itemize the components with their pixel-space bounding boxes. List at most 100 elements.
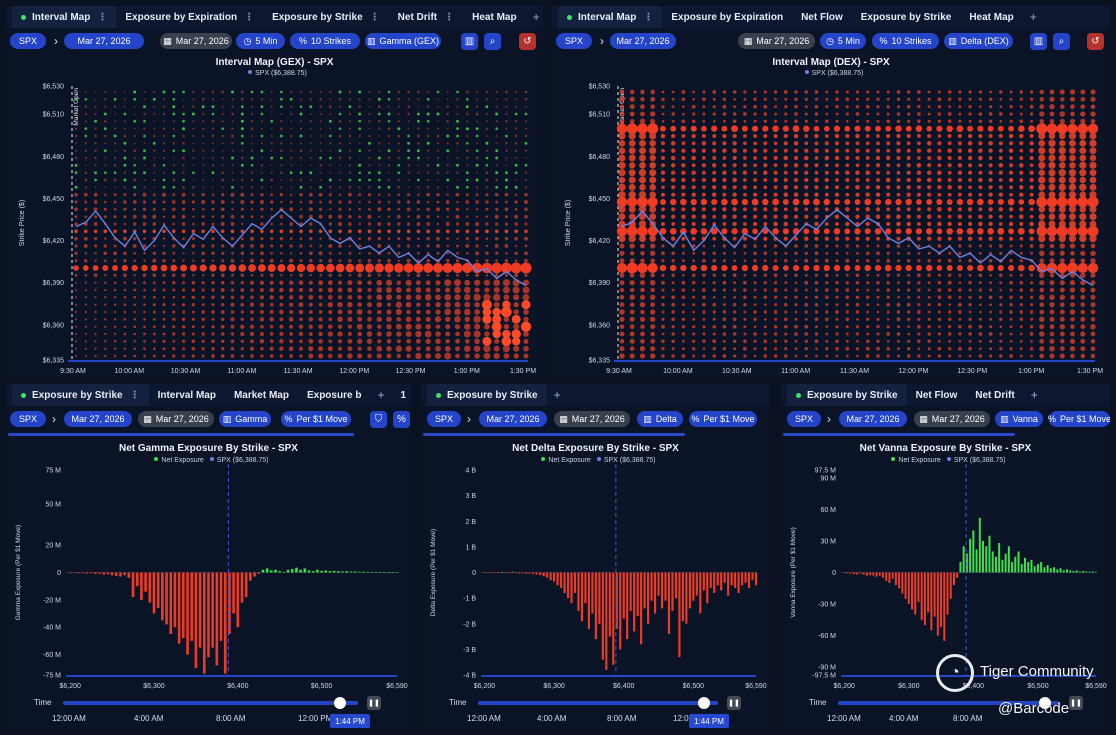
interval-select[interactable]: ◷ 5 Min — [236, 33, 285, 49]
date-chip[interactable]: Mar 27, 2026 — [64, 411, 132, 427]
date-select[interactable]: ▦ Mar 27, 2026 — [138, 411, 214, 427]
add-tab-icon[interactable]: + — [377, 388, 385, 402]
exposure-dot — [162, 244, 166, 248]
tab-exposure-by-strike[interactable]: Exposure by Strike — [787, 384, 907, 406]
kebab-icon[interactable]: ⋮ — [369, 11, 380, 23]
greek-select[interactable]: ▥ Gamma (GEX) — [365, 33, 441, 49]
exposure-dot — [319, 237, 322, 240]
reset-button[interactable]: ↺ — [1087, 33, 1104, 50]
strikes-select[interactable]: % 10 Strikes — [290, 33, 360, 49]
greek-select[interactable]: ▥ Delta — [637, 411, 683, 427]
exposure-dot — [650, 89, 656, 95]
exposure-dot — [397, 178, 400, 182]
add-tab-icon[interactable]: + — [1030, 388, 1038, 402]
scroll-indicator[interactable] — [423, 433, 685, 436]
kebab-icon[interactable]: ⋮ — [129, 389, 140, 401]
tab-exposure-by-expiration[interactable]: Exposure by Expiration — [662, 6, 792, 28]
interval-label: 5 Min — [837, 36, 860, 46]
move-select[interactable]: % Per $1 Move — [1048, 411, 1110, 427]
tab-exposure-by-strike[interactable]: Exposure by Strike — [852, 6, 961, 28]
exposure-dot — [94, 127, 97, 130]
percent-button[interactable]: % — [393, 411, 410, 428]
kebab-icon[interactable]: ⋮ — [244, 11, 255, 23]
filter-button[interactable]: ⛉ — [370, 411, 387, 428]
exposure-dot — [701, 148, 706, 153]
date-chip[interactable]: Mar 27, 2026 — [64, 33, 144, 49]
pause-button[interactable]: ❚❚ — [727, 696, 741, 710]
add-tab-icon[interactable]: + — [553, 388, 561, 402]
date-chip[interactable]: Mar 27, 2026 — [479, 411, 547, 427]
time-track[interactable] — [63, 701, 358, 705]
exposure-dot — [752, 125, 759, 132]
add-tab-icon[interactable]: + — [1029, 10, 1037, 24]
interval-select[interactable]: ◷ 5 Min — [820, 33, 866, 49]
tab-exposure-by-expiration[interactable]: Exposure by Expiration ⋮ — [116, 6, 263, 28]
date-chip[interactable]: Mar 27, 2026 — [839, 411, 907, 427]
pause-button[interactable]: ❚❚ — [367, 696, 381, 710]
tab-net-drift[interactable]: Net Drift ⋮ — [389, 6, 463, 28]
date-select[interactable]: ▦ Mar 27, 2026 — [914, 411, 990, 427]
tab-net-drift[interactable]: Net Drift — [966, 384, 1023, 406]
scroll-indicator[interactable] — [783, 433, 1015, 436]
tab-exposure-by-strike[interactable]: Exposure by Strike ⋮ — [263, 6, 389, 28]
exposure-dot — [505, 149, 508, 152]
time-track[interactable] — [478, 701, 718, 705]
chart-type-button[interactable]: ▥ — [461, 33, 478, 50]
hidden-tabs-count[interactable]: 1 — [400, 389, 407, 401]
exposure-bar — [608, 572, 611, 637]
exposure-dot — [875, 185, 881, 190]
ticker-chip[interactable]: SPX — [10, 33, 46, 49]
date-chip[interactable]: Mar 27, 2026 — [610, 33, 676, 49]
tab-interval-map[interactable]: Interval Map ⋮ — [558, 6, 663, 28]
exposure-dot — [1080, 118, 1086, 124]
move-select[interactable]: % Per $1 Move — [281, 411, 351, 427]
exposure-dot — [722, 104, 727, 109]
date-select[interactable]: ▦ Mar 27, 2026 — [554, 411, 630, 427]
strikes-select[interactable]: % 10 Strikes — [872, 33, 939, 49]
date-select[interactable]: ▦ Mar 27, 2026 — [738, 33, 815, 49]
greek-select[interactable]: ▥ Delta (DEX) — [944, 33, 1013, 49]
exposure-dot — [250, 258, 255, 263]
tab-exposure-by-strike[interactable]: Exposure by Strike ⋮ — [12, 384, 149, 406]
ticker-chip[interactable]: SPX — [556, 33, 592, 49]
search-button[interactable]: ⌕ — [484, 33, 501, 50]
exposure-dot — [875, 125, 881, 132]
kebab-icon[interactable]: ⋮ — [444, 11, 455, 23]
exposure-dot — [773, 332, 778, 336]
tab-net-flow[interactable]: Net Flow — [792, 6, 852, 28]
tab-exposure-by-strike[interactable]: Exposure by Strike — [427, 384, 547, 406]
exposure-dot — [1009, 90, 1013, 94]
time-slider-knob[interactable] — [1038, 697, 1051, 709]
exposure-dot — [753, 273, 757, 277]
search-button[interactable]: ⌕ — [1053, 33, 1070, 50]
ticker-chip[interactable]: SPX — [427, 411, 461, 427]
exposure-dot — [866, 273, 870, 277]
kebab-icon[interactable]: ⋮ — [97, 11, 108, 23]
pause-button[interactable]: ❚❚ — [1069, 696, 1083, 710]
exposure-dot — [835, 303, 839, 307]
exposure-dot — [348, 127, 351, 130]
time-track[interactable] — [838, 701, 1058, 705]
add-tab-icon[interactable]: + — [532, 10, 540, 24]
tab-interval-map[interactable]: Interval Map ⋮ — [12, 6, 117, 28]
ticker-chip[interactable]: SPX — [787, 411, 821, 427]
reset-button[interactable]: ↺ — [519, 33, 536, 50]
scroll-indicator[interactable] — [8, 433, 354, 436]
tab-exposure-truncated[interactable]: Exposure b — [298, 384, 370, 406]
move-select[interactable]: % Per $1 Move — [689, 411, 757, 427]
chart-type-button[interactable]: ▥ — [1030, 33, 1047, 50]
tab-interval-map[interactable]: Interval Map — [149, 384, 225, 406]
tab-net-flow[interactable]: Net Flow — [907, 384, 967, 406]
time-slider-knob[interactable] — [697, 697, 710, 709]
exposure-dot — [1049, 89, 1055, 95]
tab-heat-map[interactable]: Heat Map — [960, 6, 1022, 28]
tab-market-map[interactable]: Market Map — [225, 384, 298, 406]
kebab-icon[interactable]: ⋮ — [643, 11, 654, 23]
tab-heat-map[interactable]: Heat Map — [463, 6, 525, 28]
greek-select[interactable]: ▥ Gamma — [219, 411, 271, 427]
time-slider-knob[interactable] — [334, 697, 347, 709]
ticker-chip[interactable]: SPX — [10, 411, 46, 427]
exposure-dot — [367, 273, 372, 278]
date-select[interactable]: ▦ Mar 27, 2026 — [160, 33, 232, 49]
greek-select[interactable]: ▥ Vanna — [995, 411, 1043, 427]
